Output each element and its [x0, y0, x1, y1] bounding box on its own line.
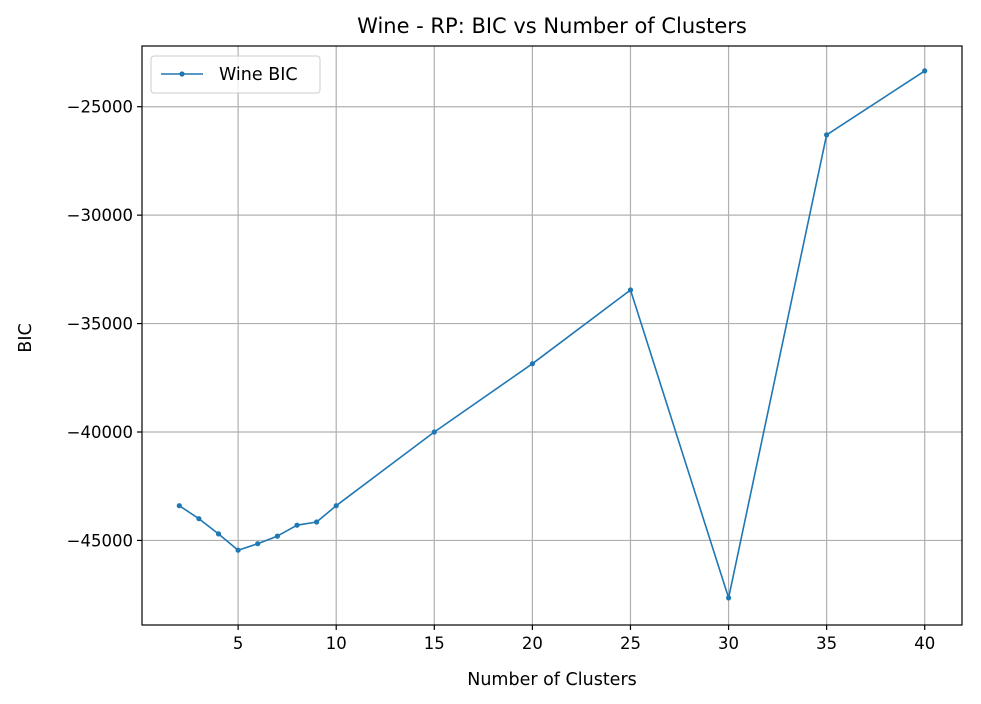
data-point	[824, 132, 830, 138]
data-point	[176, 503, 182, 509]
y-axis-label: BIC	[16, 323, 36, 352]
data-point	[726, 595, 732, 601]
x-tick-label: 10	[326, 634, 347, 653]
data-point	[235, 547, 241, 553]
y-tick-label: −30000	[67, 206, 133, 225]
data-point	[255, 541, 261, 547]
data-point	[314, 519, 320, 525]
chart-title: Wine - RP: BIC vs Number of Clusters	[357, 14, 747, 38]
axis-ticks: 5 10 15 20 25 30 35 40 −45000 −40000 −35000 −30000 −…	[67, 98, 936, 653]
data-point	[196, 516, 202, 522]
x-tick-label: 40	[914, 634, 935, 653]
series-layer	[176, 68, 928, 601]
x-tick-label: 15	[424, 634, 445, 653]
legend-label: Wine BIC	[219, 65, 298, 85]
x-tick-label: 30	[718, 634, 739, 653]
legend: Wine BIC	[150, 55, 321, 94]
grid-lines	[142, 46, 962, 625]
data-point	[215, 531, 222, 537]
plot-area-frame	[141, 45, 963, 626]
data-point	[529, 361, 536, 367]
legend-marker-swatch	[179, 71, 185, 77]
x-tick-label: 35	[816, 634, 837, 653]
x-tick-label: 20	[522, 634, 543, 653]
data-point	[274, 533, 280, 539]
x-tick-label: 25	[620, 634, 641, 653]
data-point	[333, 503, 339, 509]
x-axis-label: Number of Clusters	[467, 670, 637, 690]
y-tick-label: −40000	[67, 423, 133, 442]
data-point	[431, 429, 437, 435]
data-point	[627, 287, 634, 293]
x-tick-label: 5	[233, 634, 244, 653]
data-point	[922, 68, 928, 74]
y-tick-label: −25000	[67, 98, 133, 117]
legend-box	[150, 55, 321, 94]
y-tick-label: −45000	[67, 531, 133, 550]
y-tick-label: −35000	[67, 315, 133, 334]
data-point	[294, 522, 300, 528]
